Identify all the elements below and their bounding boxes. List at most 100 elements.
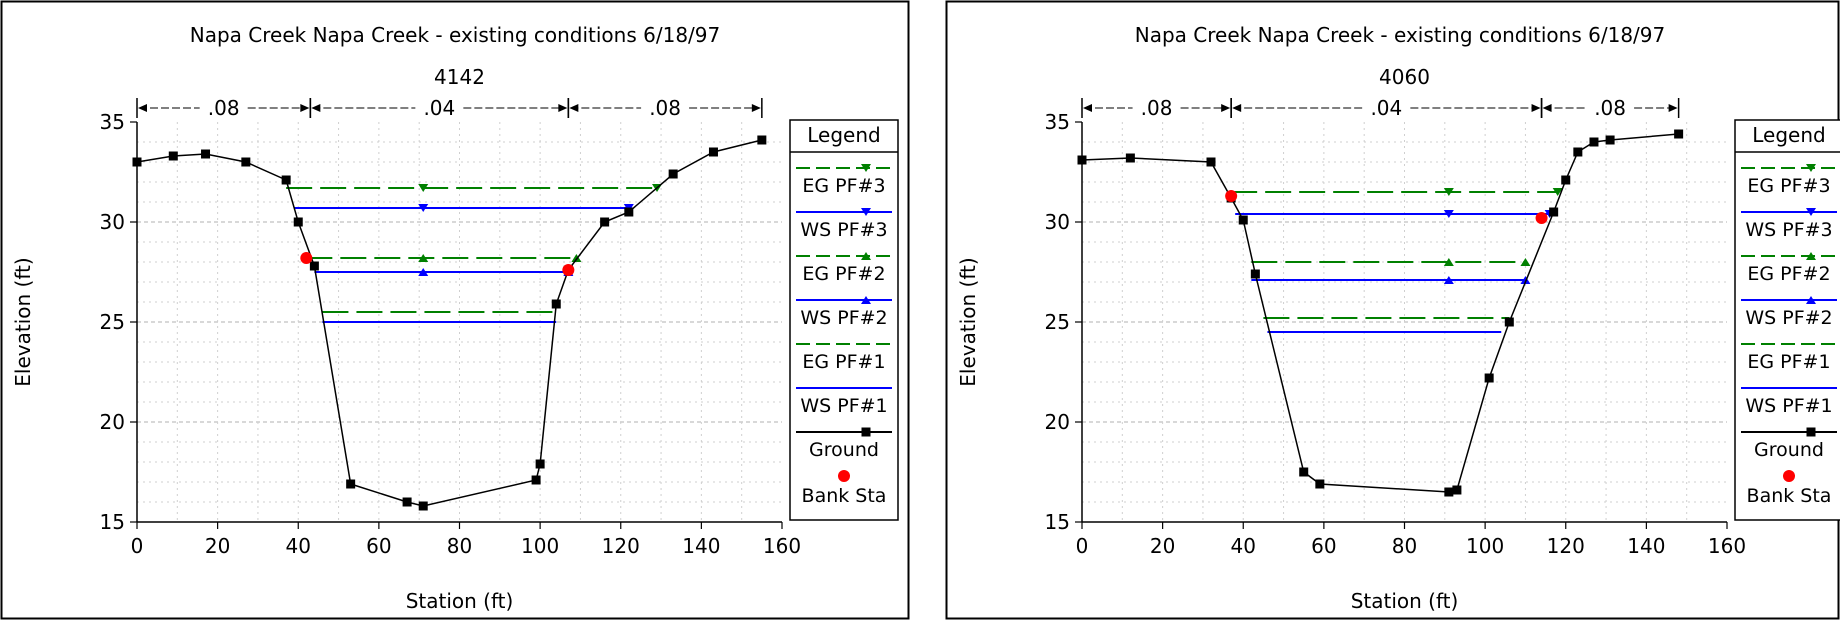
data-point <box>1520 258 1531 266</box>
y-tick-label: 25 <box>100 310 125 334</box>
legend-swatch-marker <box>861 252 871 260</box>
data-point <box>201 149 211 159</box>
chart-panel-right: Napa Creek Napa Creek - existing conditi… <box>945 0 1840 622</box>
series-ws-pf-2 <box>314 268 574 276</box>
legend-entry-label: WS PF#3 <box>1745 219 1832 241</box>
legend-entry-label: EG PF#1 <box>802 351 885 373</box>
data-point <box>531 475 541 485</box>
data-point <box>1552 188 1563 196</box>
data-point <box>1444 487 1454 497</box>
data-point <box>1250 269 1260 279</box>
data-point <box>418 501 428 511</box>
manning-n-label: .04 <box>423 96 455 120</box>
x-tick-label: 80 <box>447 534 472 558</box>
manning-arrow <box>1083 104 1092 112</box>
x-tick-label: 40 <box>286 534 311 558</box>
data-point <box>1125 153 1135 163</box>
manning-arrow <box>138 104 147 112</box>
legend-entry-label: Ground <box>809 439 879 461</box>
y-tick-label: 25 <box>1045 310 1070 334</box>
legend-entry-label: WS PF#2 <box>1745 307 1832 329</box>
data-point <box>132 157 142 167</box>
legend-entry-label: EG PF#3 <box>1747 175 1830 197</box>
manning-arrow <box>1232 104 1242 112</box>
data-point <box>551 299 561 309</box>
y-tick-label: 35 <box>1045 110 1070 134</box>
data-point <box>1443 258 1454 266</box>
data-point <box>418 204 429 212</box>
data-point <box>600 217 610 227</box>
x-tick-label: 160 <box>763 534 801 558</box>
manning-arrow <box>1542 104 1552 112</box>
x-tick-label: 100 <box>1466 534 1504 558</box>
x-tick-label: 0 <box>1076 534 1089 558</box>
legend-swatch-marker <box>1806 208 1816 216</box>
data-point <box>624 207 634 217</box>
data-point <box>1535 212 1548 224</box>
chart-svg-right: Napa Creek Napa Creek - existing conditi… <box>945 0 1840 620</box>
data-point <box>300 252 313 264</box>
x-axis-label: Station (ft) <box>406 589 514 613</box>
legend-entry-label: WS PF#1 <box>800 395 887 417</box>
x-tick-label: 160 <box>1708 534 1746 558</box>
panel-frame <box>0 0 910 620</box>
chart-title: Napa Creek Napa Creek - existing conditi… <box>190 23 720 47</box>
data-point <box>1561 175 1571 185</box>
data-point <box>1504 317 1514 327</box>
data-point <box>1315 479 1325 489</box>
series-bank-sta <box>300 252 575 276</box>
legend-swatch-marker <box>1806 427 1816 437</box>
series-eg-pf-3 <box>286 184 663 192</box>
manning-arrow <box>311 104 321 112</box>
legend-title: Legend <box>807 123 880 147</box>
data-point <box>668 169 678 179</box>
data-point <box>1225 190 1238 202</box>
manning-n-bar: .08 .04 .08 <box>136 96 763 120</box>
legend-entry-label: WS PF#3 <box>800 219 887 241</box>
legend: Legend EG PF#3 WS PF#3 EG PF#2 WS PF#2 EG PF#… <box>1734 119 1840 521</box>
legend-swatch-marker <box>1806 252 1816 260</box>
manning-arrow <box>1668 104 1678 112</box>
data-point <box>708 147 718 157</box>
legend-entry-label: EG PF#3 <box>802 175 885 197</box>
series-ground <box>132 135 767 511</box>
data-point <box>571 254 582 262</box>
legend-box <box>789 119 899 521</box>
manning-n-label: .08 <box>1141 96 1173 120</box>
legend-entry-label: EG PF#2 <box>1747 263 1830 285</box>
x-tick-label: 0 <box>131 534 144 558</box>
y-tick-label: 35 <box>100 110 125 134</box>
data-point <box>1077 155 1087 165</box>
cross-section-id: 4142 <box>434 65 485 89</box>
data-point <box>1299 467 1309 477</box>
legend-title: Legend <box>1752 123 1825 147</box>
manning-n-bar: .08 .04 .08 <box>1081 96 1680 120</box>
legend-entry-label: Bank Sta <box>1747 485 1832 507</box>
data-point <box>1238 215 1248 225</box>
manning-arrow <box>1531 104 1541 112</box>
y-axis-label: Elevation (ft) <box>11 257 35 386</box>
legend-entry-label: Ground <box>1754 439 1824 461</box>
data-point <box>1674 129 1684 139</box>
x-tick-label: 140 <box>1627 534 1665 558</box>
series-eg-pf-3 <box>1231 188 1563 196</box>
data-point <box>418 268 429 276</box>
legend-entry-label: EG PF#1 <box>1747 351 1830 373</box>
chart-title: Napa Creek Napa Creek - existing conditi… <box>1135 23 1665 47</box>
legend-entry-label: WS PF#2 <box>800 307 887 329</box>
x-tick-label: 100 <box>521 534 559 558</box>
data-point <box>757 135 767 145</box>
x-tick-label: 140 <box>682 534 720 558</box>
data-point <box>346 479 356 489</box>
x-tick-label: 20 <box>1150 534 1175 558</box>
legend-swatch-marker <box>861 296 871 304</box>
data-point <box>168 151 178 161</box>
data-point <box>1206 157 1216 167</box>
legend-entry-label: Bank Sta <box>802 485 887 507</box>
series-eg-pf-2 <box>1251 258 1531 266</box>
series-line <box>1081 133 1679 493</box>
x-axis-label: Station (ft) <box>1351 589 1459 613</box>
manning-n-label: .08 <box>649 96 681 120</box>
y-tick-label: 15 <box>1045 510 1070 534</box>
data-point <box>1484 373 1494 383</box>
